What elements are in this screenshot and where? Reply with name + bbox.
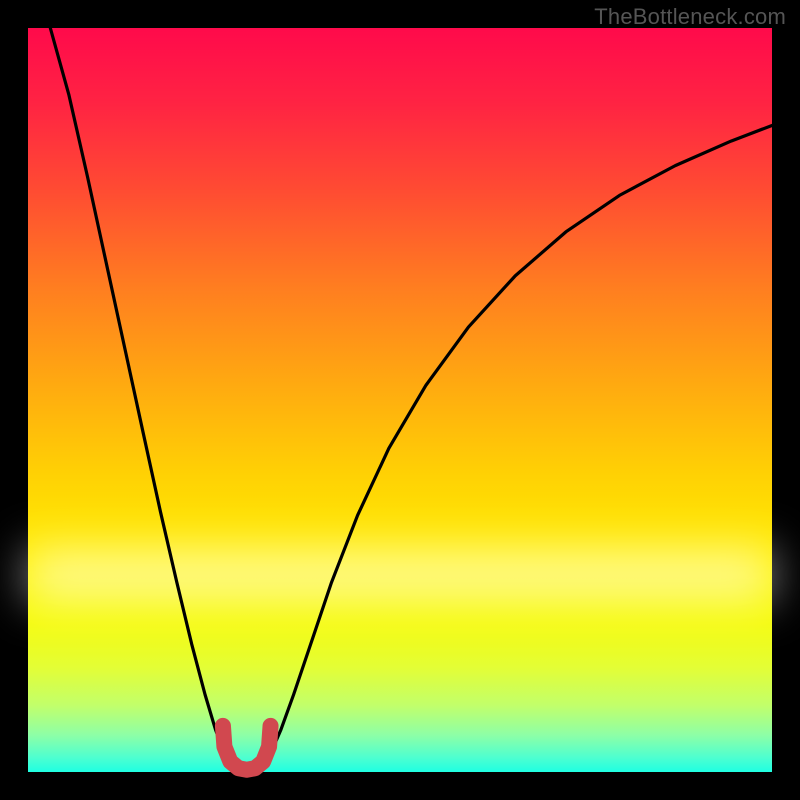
highlight-band	[28, 549, 772, 601]
plot-gradient-background	[28, 28, 772, 772]
bottleneck-chart	[0, 0, 800, 800]
watermark-text: TheBottleneck.com	[594, 4, 786, 30]
chart-frame: TheBottleneck.com	[0, 0, 800, 800]
